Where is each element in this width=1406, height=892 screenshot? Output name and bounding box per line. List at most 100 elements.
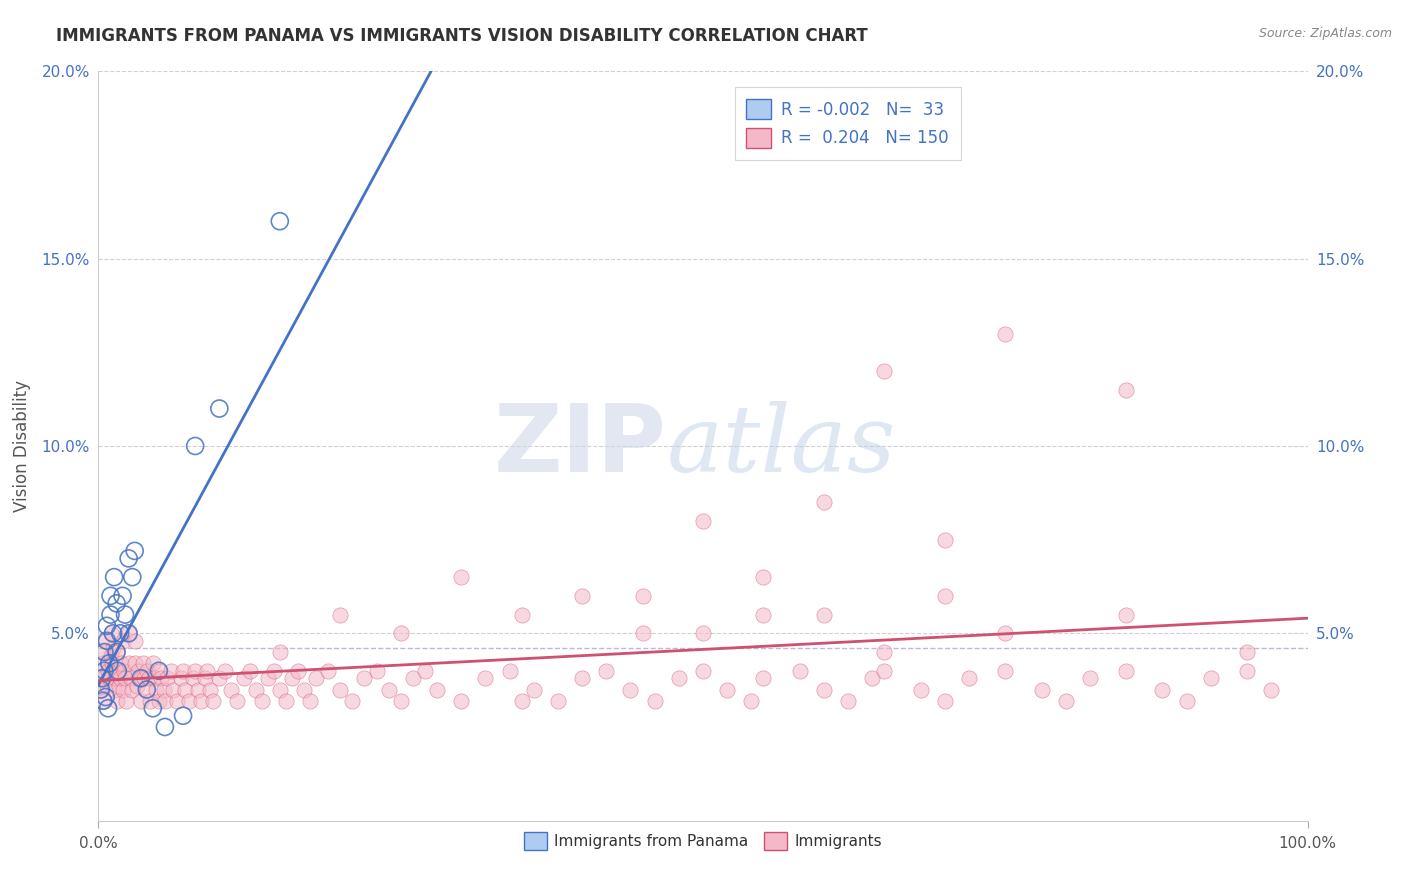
Point [105,596,128,610]
Point [97,701,120,715]
Point [124,544,146,558]
Point [96,679,118,693]
Point [1115,607,1137,622]
Point [93,645,115,659]
Point [129,694,152,708]
Point [202,694,225,708]
Point [100,657,122,671]
Point [166,694,188,708]
Point [91,671,114,685]
Point [1078,671,1101,685]
Point [994,664,1017,678]
Point [716,682,738,697]
Point [105,645,128,659]
Point [1115,383,1137,397]
Text: IMMIGRANTS FROM PANAMA VS IMMIGRANTS VISION DISABILITY CORRELATION CHART: IMMIGRANTS FROM PANAMA VS IMMIGRANTS VIS… [56,27,868,45]
Point [104,671,127,685]
Point [1031,682,1053,697]
Point [269,214,291,228]
Point [740,694,762,708]
Point [194,671,217,685]
Point [934,589,956,603]
Point [97,664,120,678]
Point [90,682,112,697]
Point [172,708,194,723]
Point [523,682,546,697]
Point [121,682,143,697]
Point [426,682,449,697]
Point [93,664,115,678]
Point [148,694,170,708]
Point [752,607,775,622]
Point [413,664,436,678]
Point [1260,682,1282,697]
Point [208,401,231,416]
Point [232,671,254,685]
Point [121,570,143,584]
Point [1236,664,1258,678]
Point [619,682,641,697]
Point [129,671,152,685]
Point [281,671,304,685]
Point [353,671,375,685]
Point [510,607,533,622]
Point [631,626,654,640]
Point [135,682,157,697]
Point [103,570,125,584]
Point [145,682,167,697]
Point [1236,645,1258,659]
Point [93,645,115,659]
Point [139,694,162,708]
Point [873,664,896,678]
Point [100,607,122,622]
Point [132,657,155,671]
Point [107,664,129,678]
Point [118,551,141,566]
Point [644,694,666,708]
Point [169,671,191,685]
Point [342,694,364,708]
Point [221,682,243,697]
Point [142,701,165,715]
Point [156,671,179,685]
Point [118,626,141,640]
Point [813,682,835,697]
Point [93,694,115,708]
Point [595,664,617,678]
Point [138,671,160,685]
Point [118,626,141,640]
Point [187,682,209,697]
Point [860,671,883,685]
Point [789,664,811,678]
Point [813,607,835,622]
Point [692,514,714,528]
Point [127,679,149,693]
Point [934,694,956,708]
Point [96,633,118,648]
Point [107,664,129,678]
Point [934,533,956,547]
Point [957,671,980,685]
Point [112,664,135,678]
Point [172,664,194,678]
Point [108,671,131,685]
Point [135,682,157,697]
Point [389,694,412,708]
Point [94,633,117,648]
Point [994,626,1017,640]
Point [134,671,156,685]
Point [1054,694,1077,708]
Point [160,664,183,678]
Point [195,664,218,678]
Point [100,626,122,640]
Point [110,657,132,671]
Point [184,664,207,678]
Point [873,645,896,659]
Point [101,626,124,640]
Point [129,671,152,685]
Point [111,589,134,603]
Text: atlas: atlas [666,401,896,491]
Point [135,664,157,678]
Point [89,664,111,678]
Point [668,671,690,685]
